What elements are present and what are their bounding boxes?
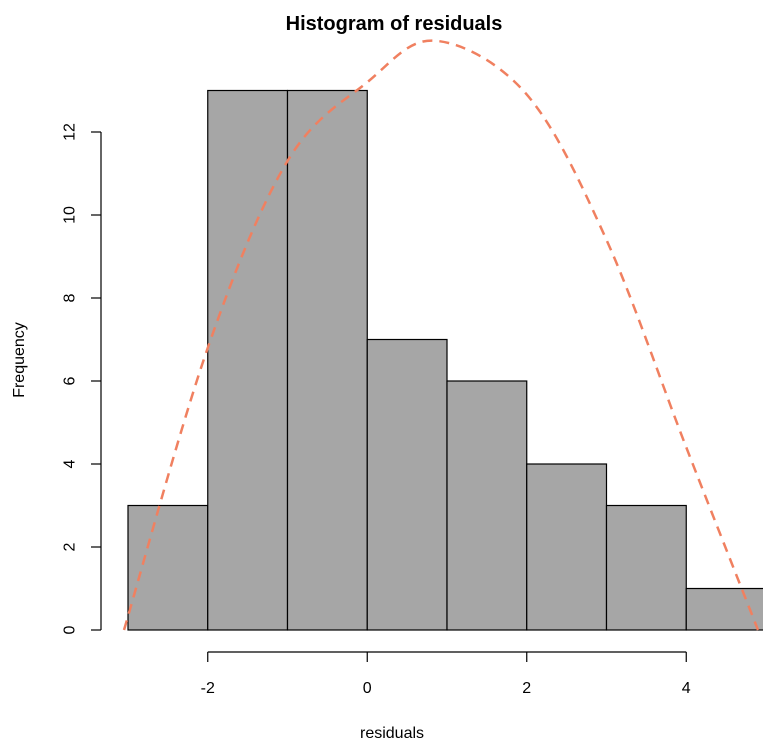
histogram-bar-0 xyxy=(127,504,209,631)
y-tick-label-2: 2 xyxy=(62,542,79,551)
y-axis-label: Frequency xyxy=(11,322,28,398)
y-tick-label-12: 12 xyxy=(62,123,79,141)
histogram-bar-6 xyxy=(605,504,687,631)
x-tick-label--2: -2 xyxy=(201,680,215,697)
histogram-bar-5 xyxy=(526,463,608,631)
y-tick-label-4: 4 xyxy=(62,459,79,468)
histogram-bar-7 xyxy=(685,587,763,631)
histogram-bar-3 xyxy=(366,338,448,631)
y-tick-label-10: 10 xyxy=(62,206,79,224)
density-curve xyxy=(122,39,760,631)
bars-group xyxy=(127,89,763,631)
y-tick-label-6: 6 xyxy=(62,376,79,385)
chart-title: Histogram of residuals xyxy=(286,13,503,35)
y-tick-label-8: 8 xyxy=(62,293,79,302)
x-tick-label-2: 2 xyxy=(522,680,531,697)
y-axis: 0 2 4 6 8 10 12 xyxy=(62,123,102,634)
histogram-bar-1 xyxy=(207,89,289,631)
x-axis: -2 0 2 4 xyxy=(201,651,691,697)
x-tick-label-4: 4 xyxy=(682,680,691,697)
y-tick-label-0: 0 xyxy=(62,625,79,634)
x-tick-label-0: 0 xyxy=(363,680,372,697)
histogram-bar-2 xyxy=(286,89,368,631)
x-axis-label: residuals xyxy=(360,725,424,742)
histogram-bar-4 xyxy=(446,380,528,631)
